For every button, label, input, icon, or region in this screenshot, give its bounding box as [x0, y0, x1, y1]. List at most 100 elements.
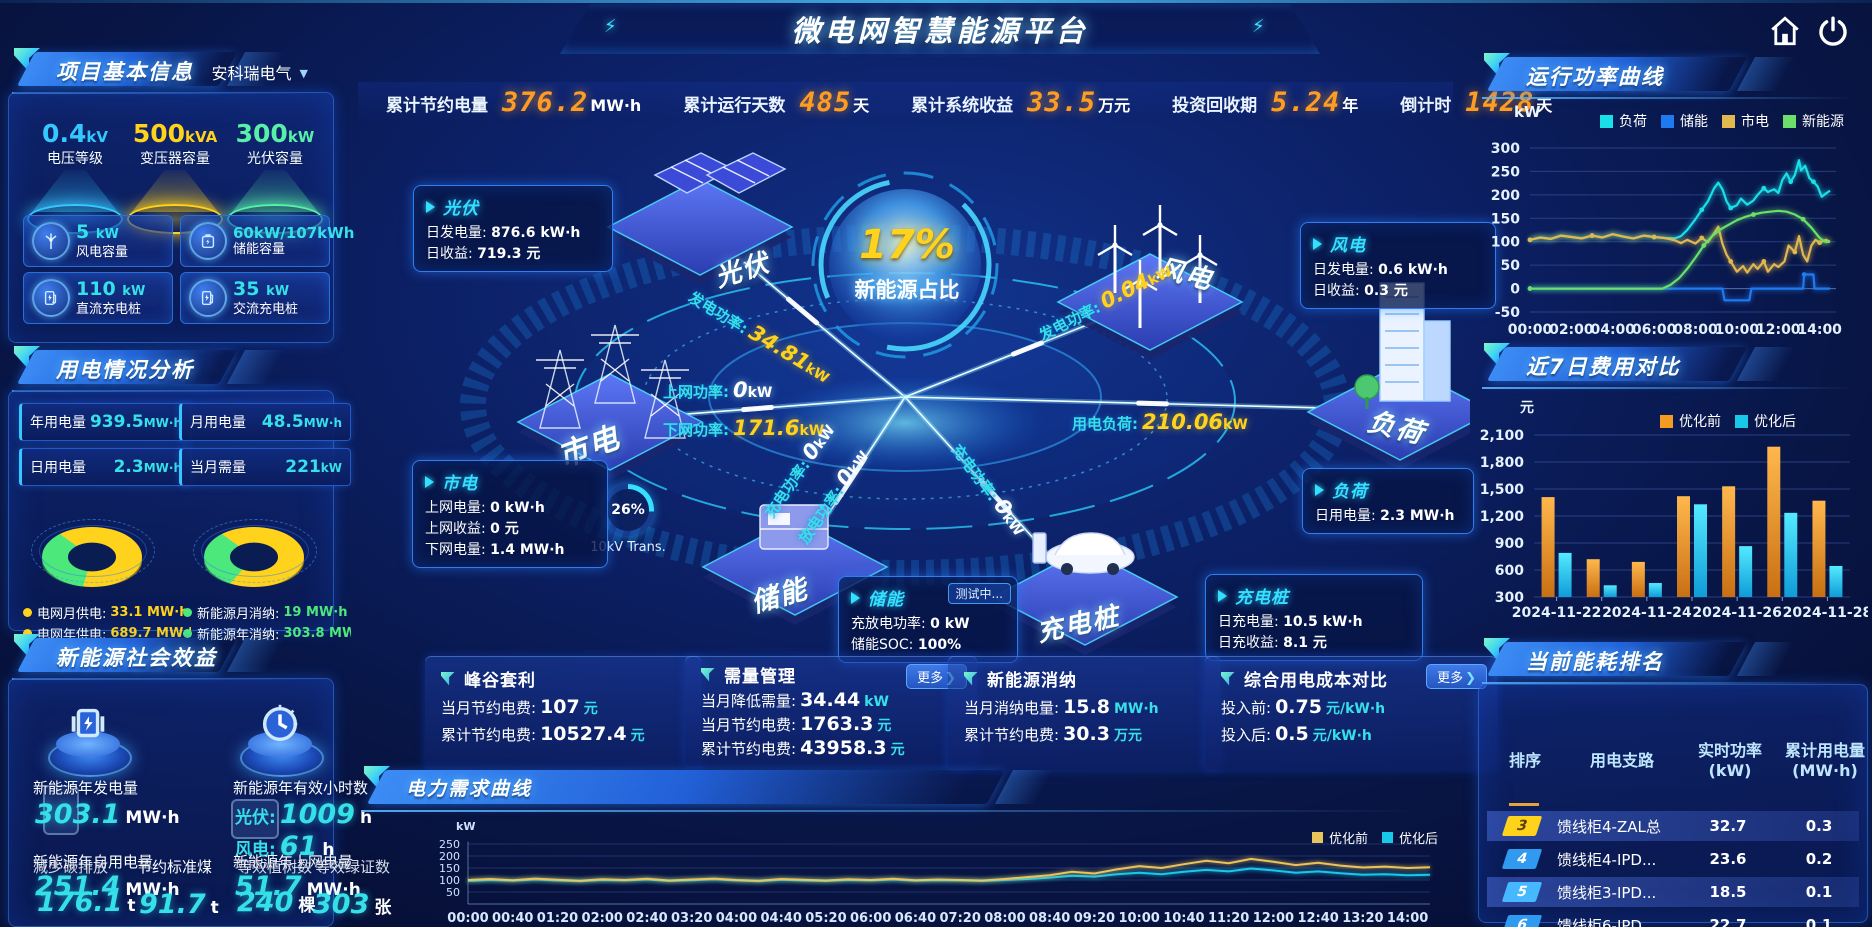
power-icon[interactable]	[1816, 14, 1850, 48]
cone-label: 电压等级	[47, 151, 103, 167]
legend-label: 优化后	[1754, 414, 1796, 430]
svg-text:12:00: 12:00	[1756, 322, 1801, 338]
bolt-icon: ⚡	[604, 16, 617, 37]
kpi-value: 33.5	[1027, 86, 1097, 118]
power-legend: 负荷 储能 市电 新能源	[1586, 111, 1844, 131]
pill-label: 当月需量	[190, 460, 246, 476]
summary-card-1: 需量管理更多❯当月降低需量:34.44kW当月节约电费:1763.3元累计节约电…	[685, 656, 977, 766]
card-row: 上网电量: 0 kW·h	[425, 500, 545, 516]
branch-name: 馈线柜6-IPD	[1557, 916, 1642, 927]
svg-text:10:00: 10:00	[1715, 322, 1760, 338]
card-title: 光伏	[443, 199, 479, 219]
legend-label: 市电	[1741, 114, 1769, 130]
svg-text:03:20: 03:20	[671, 911, 712, 926]
svg-text:0: 0	[1510, 282, 1520, 298]
svg-text:300: 300	[1495, 590, 1524, 606]
kpi-value: 485	[799, 86, 852, 118]
home-icon[interactable]	[1768, 14, 1802, 48]
kpi-stats-bar: 累计节约电量 376.2 MW·h 累计运行天数 485 天累计系统收益 33.5 万元 投资回…	[358, 82, 1552, 122]
svg-text:06:00: 06:00	[850, 911, 891, 926]
battery-ghost-icon	[43, 785, 79, 835]
card-title: 峰谷套利	[464, 671, 536, 691]
svg-text:2,100: 2,100	[1480, 428, 1525, 444]
donut-ring	[39, 525, 147, 577]
realtime-power: 18.5	[1709, 883, 1747, 901]
pill-label: 年用电量	[30, 415, 86, 431]
more-button[interactable]: 更多❯	[1426, 664, 1487, 689]
pill-label: 日用电量	[30, 460, 86, 476]
cone-unit: kV	[86, 128, 108, 146]
donut-ring	[193, 519, 317, 583]
kpi-item: 累计节约电量 376.2 MW·h	[366, 87, 655, 118]
total-energy: 0.1	[1805, 916, 1833, 927]
svg-text:50: 50	[1501, 258, 1521, 274]
cone-beam	[32, 170, 118, 212]
cone-number: 0.4	[42, 119, 87, 148]
pill-value: 221kW	[285, 457, 342, 477]
pill-value: 939.5MW·h	[89, 412, 182, 432]
kpi-unit: 年	[1342, 95, 1359, 115]
y-axis-unit: kW	[1514, 103, 1541, 121]
company-select[interactable]: 安科瑞电气 ▼	[211, 64, 308, 83]
card-row: 当月节约电费: 107 元	[441, 696, 598, 718]
stat-value: 35 kW	[233, 278, 290, 300]
panel-demand-curve: 电力需求曲线 优化前 优化后 250 200 150 100 50 kW 00:00 00:40…	[358, 766, 1466, 927]
stat-value: 60kW/107kWh	[233, 223, 355, 242]
stat-label: 直流充电桩	[76, 301, 142, 317]
benefit-gen-value: 303.1 MW·h	[35, 799, 180, 830]
table-row[interactable]: 3 馈线柜4-ZAL总 32.7 0.3	[1487, 811, 1859, 841]
card-row: 日充收益: 8.1 元	[1218, 635, 1327, 651]
usage-pill-年用电量: 年用电量 939.5MW·h	[19, 403, 191, 441]
renewable-share-label: 新能源占比	[854, 278, 960, 302]
svg-text:200: 200	[439, 850, 460, 863]
table-row[interactable]: 5 馈线柜3-IPD... 18.5 0.1	[1487, 877, 1859, 907]
panel-social-benefit: 新能源社会效益 新能源年发电量 303.1 MW·h 新能源年有效小时数 光伏: 1009…	[8, 634, 391, 927]
benefit-co2-value: 176.1 t	[37, 887, 136, 918]
kpi-item: 倒计时 1428 天	[1380, 87, 1566, 118]
table-row[interactable]: 6 馈线柜6-IPD 22.7 0.1	[1487, 910, 1859, 927]
benefit-wind-hours: 风电: 61 h	[235, 831, 335, 862]
benefit-tree-value: 240 棵	[237, 887, 316, 918]
panel-title: 新能源社会效益	[56, 646, 217, 670]
card-row: 投入前: 0.75 元/kW·h	[1221, 696, 1386, 718]
svg-text:1,500: 1,500	[1480, 482, 1525, 498]
legend-value: 303.8 MW·h (31%	[283, 626, 351, 641]
info-card-pv: 光伏 日发电量: 876.6 kW·h 日收益: 719.3 元	[413, 185, 613, 272]
pill-value: 48.5MW·h	[261, 412, 342, 432]
stat-label: 储能容量	[233, 242, 286, 258]
donut-chart-1	[189, 493, 319, 593]
ranking-col-header: 排序	[1508, 751, 1541, 770]
kpi-label: 倒计时	[1400, 95, 1452, 116]
kpi-item: 投资回收期 5.24 年	[1152, 87, 1372, 118]
cost-legend: 优化前 优化后	[1646, 411, 1796, 431]
benefit-tree-label: 等效植树数	[237, 858, 313, 876]
pill-value: 2.3MW·h	[113, 457, 182, 477]
card-row: 上网收益: 0 元	[425, 521, 519, 537]
stat-box-直流充电桩: 110 kW 直流充电桩	[23, 272, 173, 324]
svg-text:14:00: 14:00	[1387, 911, 1428, 926]
energy-pedestal-icon	[43, 701, 133, 781]
info-card-wind: 风电 日发电量: 0.6 kW·h 日收益: 0.3 元	[1300, 222, 1496, 309]
stat-box-风电容量: 5 kW 风电容量	[23, 215, 173, 267]
donut-ring	[201, 525, 309, 577]
kpi-unit: 天	[1536, 95, 1553, 115]
cone-label: 光伏容量	[247, 151, 303, 167]
donut-chart-0	[27, 493, 157, 593]
summary-card-3: 综合用电成本对比 更多 ❯ 投入前: 0.75 元/kW·h 投入后: 0.5 元/kW·h	[1205, 656, 1497, 770]
svg-text:kW: kW	[456, 820, 475, 833]
svg-text:50: 50	[446, 886, 460, 899]
card-row: 充放电功率: 0 kW	[851, 616, 970, 632]
svg-text:02:40: 02:40	[626, 911, 667, 926]
svg-text:05:20: 05:20	[805, 911, 846, 926]
svg-text:00:40: 00:40	[492, 911, 533, 926]
card-row: 下网电量: 1.4 MW·h	[425, 542, 565, 558]
card-corner-icon	[1221, 671, 1235, 686]
card-row: 日用电量: 2.3 MW·h	[1315, 508, 1455, 524]
card-row: 日收益: 719.3 元	[426, 246, 541, 262]
battery-icon	[189, 222, 227, 260]
svg-text:200: 200	[1491, 188, 1520, 204]
branch-name: 馈线柜4-ZAL总	[1557, 817, 1661, 836]
table-row[interactable]: 4 馈线柜4-IPD... 23.6 0.2	[1487, 844, 1859, 874]
svg-text:250: 250	[439, 838, 460, 851]
